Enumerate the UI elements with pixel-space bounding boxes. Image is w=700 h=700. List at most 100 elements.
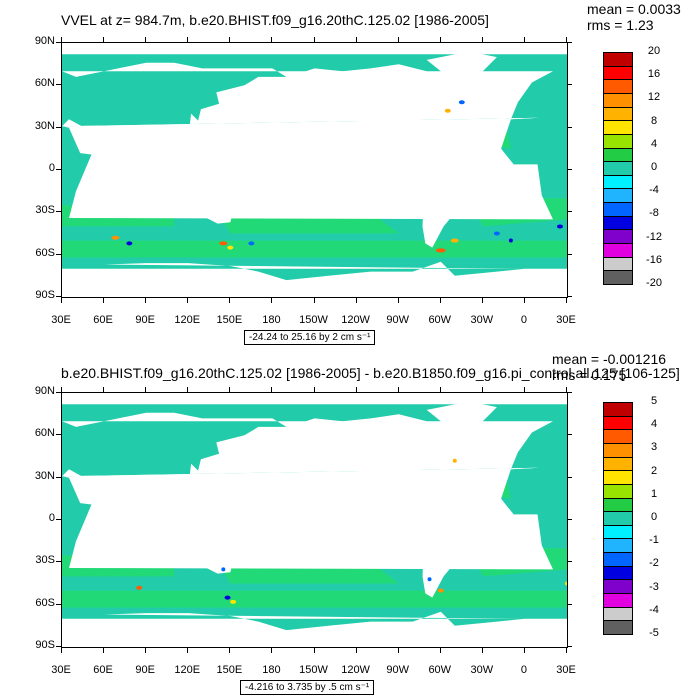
lat-tick-label: 30S: [35, 554, 55, 567]
lat-tick: [567, 476, 572, 478]
lon-tick: [566, 298, 567, 303]
lon-tick-label: 120E: [174, 664, 201, 676]
lon-tick-label: 60E: [93, 664, 113, 676]
lon-tick-label: 90E: [135, 314, 155, 326]
colorbar-label: -20: [646, 277, 662, 289]
colorbar-label: 20: [647, 45, 661, 57]
colorbar-swatch: [603, 470, 633, 485]
colorbar-swatch: [603, 511, 633, 526]
colorbar-swatch: [603, 429, 633, 444]
colorbar-swatch: [603, 579, 633, 595]
lon-tick: [271, 387, 273, 392]
lon-tick-label: 90W: [386, 314, 409, 326]
lat-tick: [56, 84, 61, 86]
land-mask: [62, 43, 567, 55]
lon-tick: [566, 387, 567, 392]
velocity-hotspot: [224, 595, 231, 600]
lon-tick: [355, 298, 357, 303]
lon-tick: [187, 298, 189, 303]
velocity-hotspot: [126, 241, 133, 246]
lat-tick: [567, 519, 572, 520]
stats-block: mean = 0.0033 rms = 1.23: [587, 1, 681, 33]
land-mask: [179, 535, 235, 574]
land-mask: [289, 64, 448, 159]
land-mask: [409, 503, 476, 598]
mean-value: mean = 0.0033: [587, 1, 681, 17]
lon-tick: [187, 37, 189, 42]
rms-value: rms = 0.175: [552, 367, 627, 383]
colorbar-label: 0: [650, 161, 658, 173]
lon-tick: [523, 298, 525, 303]
colorbar-label: -16: [646, 253, 662, 266]
lon-tick: [313, 387, 315, 392]
colorbar-label: 5: [650, 395, 658, 407]
velocity-hotspot: [437, 588, 444, 593]
lon-tick-label: 30E: [51, 664, 71, 676]
lon-tick: [566, 37, 567, 42]
colorbar-label: 12: [647, 91, 661, 104]
lon-tick: [103, 648, 105, 653]
lon-tick-label: 60W: [428, 314, 452, 326]
lon-tick-label: 120W: [341, 664, 370, 676]
colorbar-label: -5: [649, 627, 659, 639]
lat-tick-label: 0: [48, 512, 55, 524]
lat-tick: [56, 296, 61, 297]
velocity-hotspot: [248, 241, 255, 246]
lat-tick-label: 30S: [35, 204, 55, 217]
panel-top: VVEL at z= 984.7m, b.e20.BHIST.f09_g16.2…: [35, 1, 681, 345]
colorbar-label: -2: [649, 557, 659, 570]
lon-tick: [313, 37, 315, 42]
lon-tick: [61, 648, 62, 653]
lat-tick: [56, 476, 61, 478]
lat-tick: [56, 603, 61, 605]
lat-tick: [56, 519, 61, 520]
velocity-hotspot: [450, 238, 459, 243]
velocity-hotspot: [458, 100, 465, 105]
lon-tick: [61, 387, 62, 392]
lat-tick: [567, 561, 572, 563]
velocity-hotspot: [221, 567, 226, 572]
lon-tick-label: 120E: [174, 314, 201, 326]
lat-tick: [567, 603, 572, 605]
colorbar-swatch: [603, 442, 633, 458]
colorbar-label: 16: [647, 68, 661, 81]
colorbar-swatch: [603, 243, 633, 258]
lon-tick: [103, 298, 105, 303]
land-mask: [426, 401, 497, 436]
lon-tick-label: 30W: [470, 314, 494, 326]
velocity-hotspot: [452, 458, 457, 463]
lon-tick: [355, 387, 357, 392]
panel-bottom: b.e20.BHIST.f09_g16.20thC.125.02 [1986-2…: [0, 350, 700, 700]
land-mask: [62, 393, 567, 405]
lon-tick: [439, 37, 441, 42]
range-label: -24.24 to 25.16 by 2 cm s⁻¹: [244, 330, 376, 345]
colorbar-swatch: [603, 188, 633, 204]
colorbar-swatch: [603, 92, 633, 108]
lon-tick: [145, 387, 147, 392]
lon-tick: [145, 37, 147, 42]
lon-tick: [103, 37, 105, 42]
colorbar-swatch: [603, 402, 633, 417]
lon-tick: [103, 387, 105, 392]
colorbar-label: 8: [650, 114, 658, 127]
lat-tick: [567, 392, 572, 393]
lon-tick: [397, 387, 399, 392]
colorbar-swatch: [603, 497, 633, 513]
lon-tick-label: 60E: [93, 314, 113, 326]
lat-tick: [56, 392, 61, 393]
colorbar-swatch: [603, 120, 633, 135]
lon-tick: [566, 648, 567, 653]
colorbar-swatch: [603, 65, 633, 81]
velocity-hotspot: [136, 585, 143, 590]
lon-tick: [439, 298, 441, 303]
colorbar-label: -12: [646, 230, 662, 243]
range-label: -4.216 to 3.735 by .5 cm s⁻¹: [240, 680, 375, 695]
lat-tick-label: 90S: [35, 289, 55, 301]
map-plot: [61, 392, 568, 648]
colorbar-swatch: [603, 270, 633, 285]
colorbar-swatch: [603, 483, 633, 499]
lon-tick: [481, 648, 483, 653]
lat-tick-label: 60N: [34, 427, 55, 440]
colorbar-label: 2: [650, 464, 658, 477]
stats-block: mean = -0.001216 rms = 0.175: [552, 351, 666, 383]
